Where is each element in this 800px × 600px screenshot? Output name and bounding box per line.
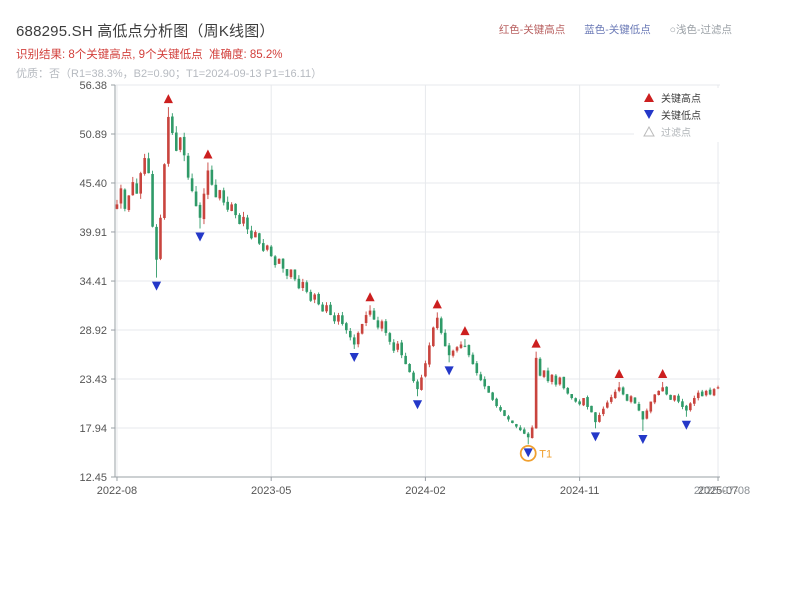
t1-marker: T1 — [519, 444, 552, 462]
svg-text:12.45: 12.45 — [79, 472, 107, 484]
page-title: 688295.SH 高低点分析图（周K线图） — [16, 23, 275, 40]
svg-text:2025-07: 2025-07 — [698, 485, 738, 497]
svg-text:28.92: 28.92 — [79, 325, 107, 337]
y-axis-labels: 56.38 50.89 45.40 39.91 34.41 28.92 23.43 17.94… — [79, 80, 115, 484]
color-legend: 红色-关键高点 蓝色-关键低点 ○浅色-过滤点 — [483, 22, 732, 37]
svg-text:关键高点: 关键高点 — [661, 92, 701, 105]
svg-text:39.91: 39.91 — [79, 227, 107, 239]
svg-text:23.43: 23.43 — [79, 374, 107, 386]
recognition-result: 识别结果: 8个关键高点, 9个关键低点 准确度: 85.2% — [16, 49, 283, 61]
svg-text:2024-11: 2024-11 — [560, 485, 600, 497]
svg-text:2024-02: 2024-02 — [405, 485, 445, 497]
svg-text:50.89: 50.89 — [79, 129, 107, 141]
svg-text:T1: T1 — [539, 448, 552, 460]
legend-filter-label: ○浅色-过滤点 — [669, 24, 732, 36]
legend-key-high-label: 红色-关键高点 — [498, 24, 566, 36]
legend-key-low-label: 蓝色-关键低点 — [584, 24, 651, 36]
x-axis-labels: 2022-08 2023-05 2024-02 2024-11 2025-072025-… — [97, 477, 750, 497]
candlestick-series — [115, 107, 720, 445]
quality-note: 优质：否（R1=38.3%，B2=0.90；T1=2024-09-13 P1=1… — [16, 68, 323, 80]
grid-lines — [115, 84, 720, 478]
svg-text:34.41: 34.41 — [79, 276, 107, 288]
key-high-markers — [163, 94, 668, 378]
key-low-markers — [151, 232, 691, 458]
svg-text:关键低点: 关键低点 — [661, 109, 701, 122]
svg-text:17.94: 17.94 — [79, 423, 107, 435]
svg-text:2022-08: 2022-08 — [97, 485, 137, 497]
svg-text:2023-05: 2023-05 — [251, 485, 291, 497]
svg-text:56.38: 56.38 — [79, 80, 107, 92]
svg-text:2025-07-08: 2025-07-08 — [694, 485, 750, 497]
svg-text:45.40: 45.40 — [79, 178, 107, 190]
svg-text:过滤点: 过滤点 — [661, 126, 691, 139]
